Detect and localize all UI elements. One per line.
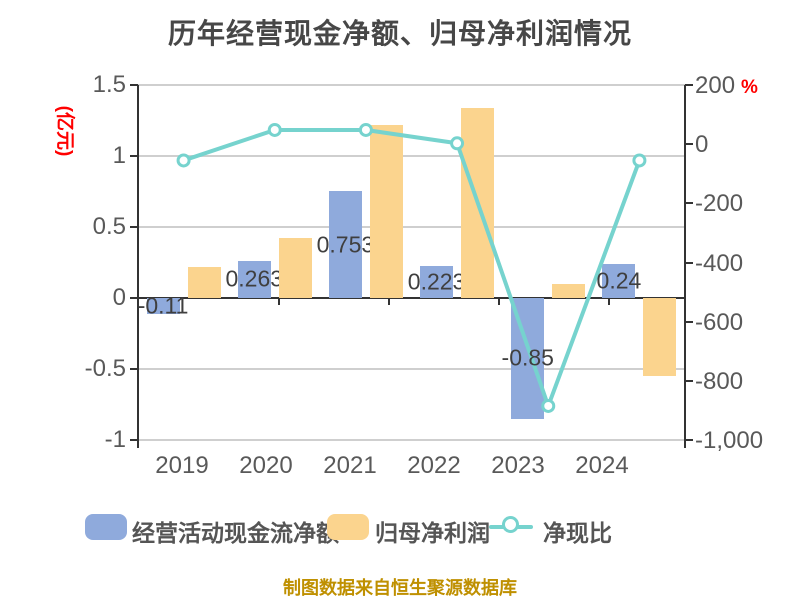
right-axis-line	[684, 85, 686, 448]
bar-value-label: 0.24	[596, 267, 642, 294]
profit-bar-2023	[552, 283, 586, 298]
x-axis-tick	[498, 298, 500, 305]
profit-legend-label: 归母净利润	[375, 520, 490, 546]
line-marker	[176, 153, 191, 168]
profit-bar-2024	[643, 298, 677, 377]
left-axis-tick	[130, 155, 138, 157]
y-axis-label-right: -200	[695, 190, 744, 218]
right-axis-tick	[685, 379, 693, 382]
x-axis-zero-line	[138, 297, 685, 299]
y-axis-label-right: 200	[695, 72, 736, 99]
legend: 经营活动现金流净额 归母净利润 净现比	[0, 512, 800, 546]
left-axis-tick	[130, 226, 138, 228]
left-axis-tick	[130, 439, 138, 441]
profit-legend-swatch	[327, 514, 369, 540]
bar-value-label: -0.11	[137, 292, 189, 319]
x-axis-tick	[388, 298, 390, 305]
line-marker	[541, 398, 556, 413]
right-axis-tick	[685, 143, 693, 146]
right-axis-tick	[685, 320, 693, 323]
right-axis-tick	[685, 202, 693, 205]
left-axis-tick	[130, 297, 138, 299]
cashflow-bar-2024	[602, 263, 636, 298]
x-axis-label: 2020	[239, 452, 293, 479]
x-axis-label: 2019	[155, 452, 209, 479]
y-axis-label-right: -800	[695, 367, 744, 395]
y-axis-label-right: -600	[695, 308, 744, 336]
line-marker	[450, 136, 465, 151]
bar-value-label: 0.753	[316, 231, 375, 258]
data-source-note: 制图数据来自恒生聚源数据库	[283, 578, 517, 598]
y-axis-label-left: 0.5	[92, 213, 126, 240]
ratio-line-path	[182, 127, 642, 408]
y-axis-label-left: -0.5	[84, 355, 126, 382]
line-marker	[358, 122, 373, 137]
cashflow-bar-2019	[146, 298, 180, 314]
cashflow-legend-swatch	[85, 514, 127, 540]
profit-bar-2019	[187, 266, 221, 298]
y-axis-label-right: 0	[695, 131, 709, 159]
gridline	[138, 84, 685, 86]
x-axis-tick	[608, 298, 610, 305]
y-axis-label-right: -400	[695, 249, 744, 277]
y-axis-label-left: 1.5	[92, 71, 126, 98]
ratio-legend-marker-icon	[502, 516, 519, 533]
right-axis-unit-label: %	[741, 77, 758, 98]
x-axis-label: 2022	[407, 452, 461, 479]
y-axis-label-left: 0	[112, 284, 126, 311]
y-axis-label-left: -1	[104, 426, 126, 453]
cashflow-bar-2021	[328, 191, 362, 298]
line-marker	[267, 122, 282, 137]
gridline	[138, 155, 685, 157]
y-axis-label-left: 1	[112, 142, 126, 169]
right-axis-tick	[685, 261, 693, 264]
x-axis-tick	[278, 298, 280, 305]
cashflow-bar-2022	[420, 266, 454, 298]
right-axis-tick	[685, 84, 693, 86]
right-axis-tick	[685, 439, 693, 441]
profit-bar-2020	[278, 238, 312, 298]
gridline	[138, 439, 685, 441]
left-axis-tick	[130, 368, 138, 370]
left-axis-tick	[130, 84, 138, 86]
line-marker	[632, 153, 647, 168]
cashflow-bar-2020	[237, 260, 271, 298]
left-axis-line	[137, 85, 139, 448]
gridline	[138, 368, 685, 370]
x-axis-label: 2023	[491, 452, 545, 479]
x-axis-label: 2021	[323, 452, 377, 479]
cashflow-legend-label: 经营活动现金流净额	[132, 520, 339, 546]
chart-title: 历年经营现金净额、归母净利润情况	[167, 18, 632, 49]
x-axis-label: 2024	[575, 452, 629, 479]
bar-value-label: 0.263	[225, 265, 284, 292]
bar-value-label: 0.223	[407, 268, 466, 295]
ratio-legend-label: 净现比	[543, 520, 612, 546]
gridline	[138, 226, 685, 228]
bar-value-label: -0.85	[501, 344, 554, 371]
profit-bar-2021	[369, 124, 403, 298]
y-axis-label-right: -1,000	[695, 427, 764, 454]
